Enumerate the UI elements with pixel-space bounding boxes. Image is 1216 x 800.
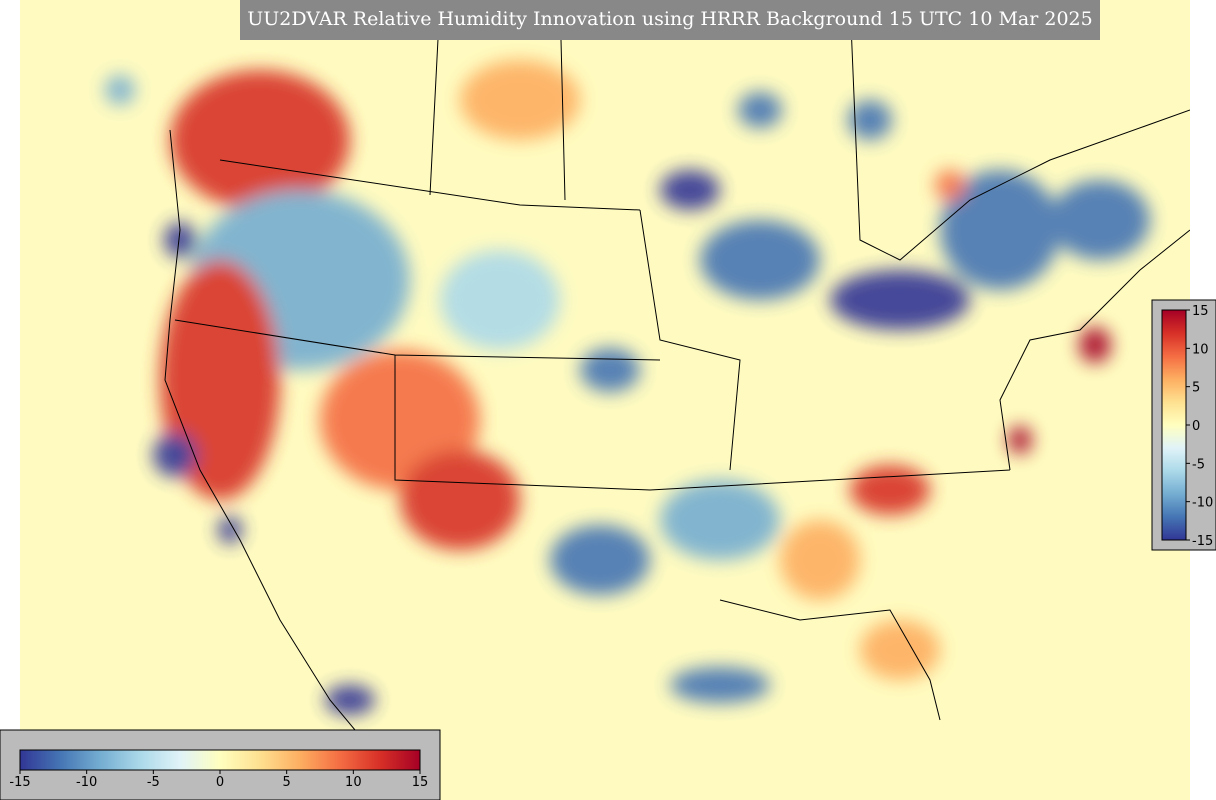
tick-label: 10 [345, 775, 362, 790]
tick-label: 0 [216, 775, 224, 790]
tick-label: 15 [1192, 304, 1209, 319]
map-title: UU2DVAR Relative Humidity Innovation usi… [247, 8, 1092, 30]
tick-label: -10 [76, 775, 97, 790]
tick-label: 10 [1192, 342, 1209, 357]
map [20, 0, 1190, 800]
tick-label: 0 [1192, 419, 1200, 434]
title-box [240, 0, 1100, 40]
tick-label: 15 [412, 775, 429, 790]
tick-label: 5 [1192, 381, 1200, 396]
tick-label: 5 [283, 775, 291, 790]
tick-label: -5 [147, 775, 160, 790]
colorbar [1161, 309, 1187, 541]
tick-label: -15 [1192, 534, 1213, 549]
tick-label: -10 [1192, 496, 1213, 511]
colorbar [19, 749, 421, 771]
tick-label: -15 [9, 775, 30, 790]
tick-label: -5 [1192, 457, 1205, 472]
